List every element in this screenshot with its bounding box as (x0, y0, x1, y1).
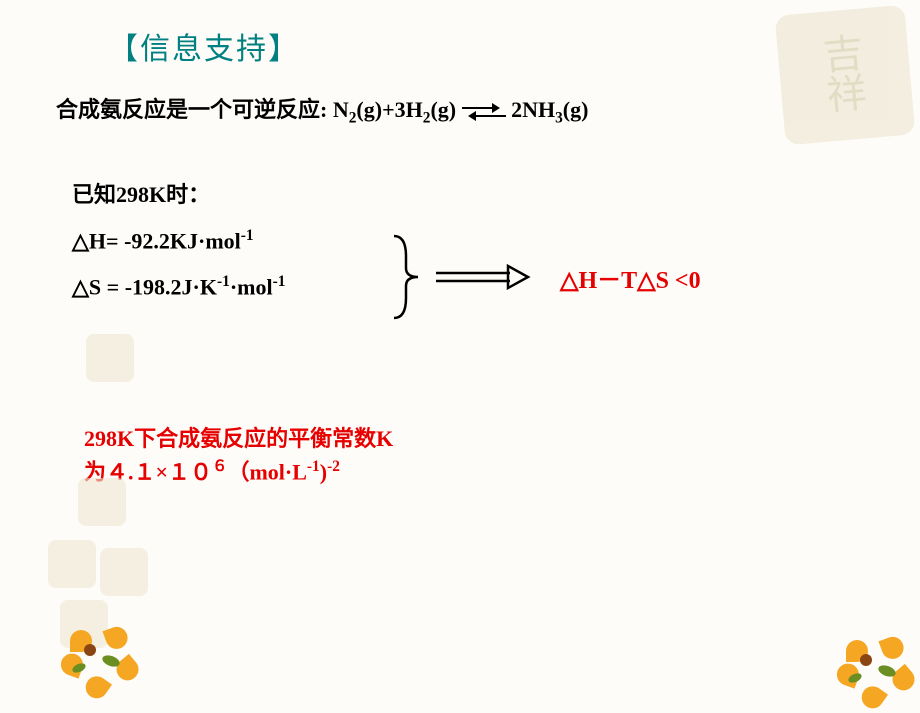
conclusion-line1: 298K下合成氨反应的平衡常数K (84, 422, 872, 455)
equation-prefix: 合成氨反应是一个可逆反应: (56, 97, 333, 122)
brace-icon (388, 232, 424, 322)
superscript: -1 (307, 458, 320, 475)
subscript: 3 (555, 109, 563, 126)
plus-h2: +3H (382, 97, 423, 122)
slide: 吉祥 【信息支持】 合成氨反应是一个可逆反应: N2(g)+3H2(g) 2NH… (0, 0, 920, 690)
delta-s-label: △S = (72, 274, 125, 299)
seal-decor-small (48, 540, 96, 588)
delta-s-mid: ·mol (230, 274, 273, 299)
flower-decor (62, 622, 118, 678)
superscript: -2 (327, 458, 340, 475)
conclusion-paren: ) (320, 459, 327, 484)
delta-s-value: -198.2J·K (125, 274, 217, 299)
delta-h-label: △H= (72, 229, 124, 254)
seal-decor-small (100, 548, 148, 596)
seal-decor-small (78, 478, 126, 526)
section-title: 【信息支持】 (108, 24, 872, 68)
reaction-equation: 合成氨反应是一个可逆反应: N2(g)+3H2(g) 2NH3(g) (56, 92, 872, 127)
superscript: -1 (273, 273, 286, 290)
species-nh3: 2NH (506, 97, 556, 122)
known-label: 已知298K时： (72, 177, 872, 209)
superscript: -1 (217, 273, 230, 290)
delta-h-value: -92.2KJ·mol (124, 229, 241, 254)
superscript: ６ (212, 458, 227, 475)
state-label: (g) (356, 97, 382, 122)
seal-decor-small (86, 334, 134, 382)
implies-arrow-icon (432, 262, 532, 292)
flower-decor (838, 632, 894, 688)
conclusion-text: 298K下合成氨反应的平衡常数K 为４.１×１０６（mol·L-1)-2 (84, 422, 872, 488)
species-n2: N (333, 97, 349, 122)
state-label: (g) (563, 97, 589, 122)
superscript: -1 (241, 227, 254, 244)
derivation-row: △H－T△S <0 (388, 232, 872, 322)
conclusion-line2: 为４.１×１０６（mol·L-1)-2 (84, 455, 872, 488)
state-label: (g) (430, 97, 461, 122)
seal-decor-large: 吉祥 (775, 5, 916, 146)
equilibrium-arrow-icon (462, 105, 506, 119)
gibbs-inequality: △H－T△S <0 (560, 260, 701, 295)
conclusion-unit: （mol·L (227, 459, 306, 484)
